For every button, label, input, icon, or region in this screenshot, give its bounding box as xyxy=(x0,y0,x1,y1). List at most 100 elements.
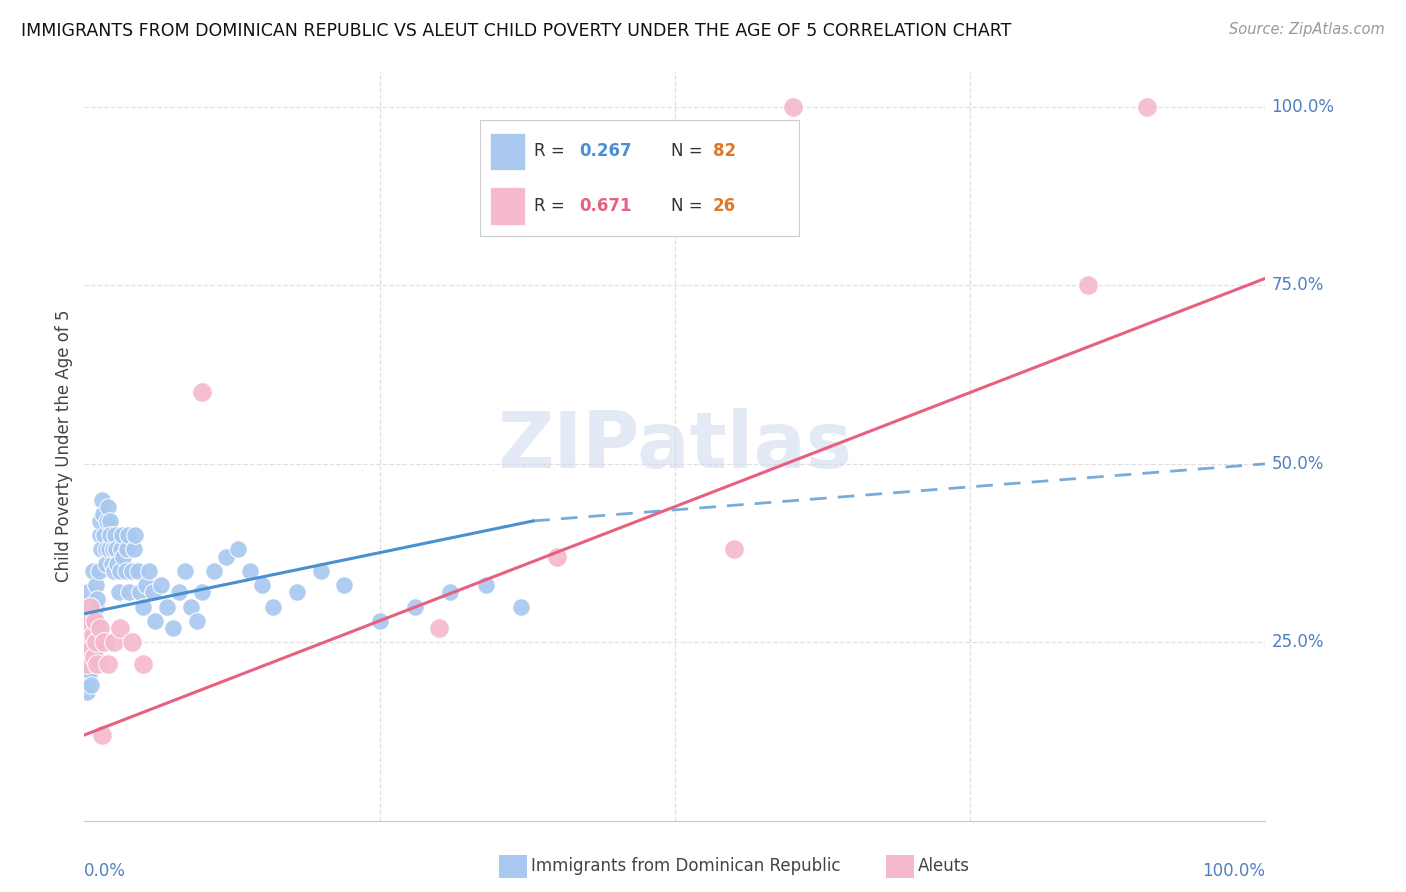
Point xyxy=(89,621,111,635)
Point xyxy=(79,621,101,635)
Point xyxy=(180,599,202,614)
Point xyxy=(91,507,114,521)
Point xyxy=(404,599,426,614)
Text: 100.0%: 100.0% xyxy=(1202,862,1265,880)
Text: 0.0%: 0.0% xyxy=(84,862,127,880)
Point xyxy=(127,564,149,578)
Point xyxy=(80,678,103,692)
Point xyxy=(82,628,104,642)
Point xyxy=(79,599,101,614)
Point xyxy=(124,528,146,542)
Point xyxy=(427,621,450,635)
Point xyxy=(128,585,150,599)
Text: ZIPatlas: ZIPatlas xyxy=(498,408,852,484)
Point xyxy=(98,542,121,557)
Point xyxy=(77,671,100,685)
Point xyxy=(89,514,111,528)
Point xyxy=(98,528,121,542)
Text: 75.0%: 75.0% xyxy=(1271,277,1323,294)
Point xyxy=(510,599,533,614)
Point xyxy=(1136,100,1159,114)
Point xyxy=(77,635,100,649)
Point xyxy=(84,642,107,657)
Point xyxy=(97,500,120,514)
Point xyxy=(86,657,108,671)
Point xyxy=(86,621,108,635)
Point xyxy=(150,578,173,592)
Point xyxy=(83,649,105,664)
Point xyxy=(84,578,107,592)
Point xyxy=(439,585,461,599)
Text: 100.0%: 100.0% xyxy=(1271,98,1334,116)
Point xyxy=(132,599,155,614)
Point xyxy=(82,657,104,671)
Point xyxy=(75,671,97,685)
Point xyxy=(191,385,214,400)
Point xyxy=(98,514,121,528)
Point xyxy=(250,578,273,592)
Point xyxy=(93,528,115,542)
Point xyxy=(84,635,107,649)
Point xyxy=(723,542,745,557)
Text: 50.0%: 50.0% xyxy=(1271,455,1323,473)
Point xyxy=(76,685,98,699)
Point xyxy=(76,657,98,671)
Y-axis label: Child Poverty Under the Age of 5: Child Poverty Under the Age of 5 xyxy=(55,310,73,582)
Point xyxy=(90,542,112,557)
Point xyxy=(121,564,143,578)
Point xyxy=(173,564,195,578)
Point xyxy=(100,557,122,571)
Point xyxy=(135,578,157,592)
Point xyxy=(105,542,128,557)
Point xyxy=(80,642,103,657)
Point xyxy=(108,621,131,635)
Point xyxy=(84,614,107,628)
Point xyxy=(239,564,262,578)
Point xyxy=(77,614,100,628)
Point xyxy=(75,621,97,635)
Point xyxy=(103,564,125,578)
Text: Source: ZipAtlas.com: Source: ZipAtlas.com xyxy=(1229,22,1385,37)
Point xyxy=(91,728,114,742)
Point xyxy=(93,635,115,649)
Point xyxy=(101,542,124,557)
Point xyxy=(96,514,118,528)
Point xyxy=(87,564,110,578)
Text: IMMIGRANTS FROM DOMINICAN REPUBLIC VS ALEUT CHILD POVERTY UNDER THE AGE OF 5 COR: IMMIGRANTS FROM DOMINICAN REPUBLIC VS AL… xyxy=(21,22,1011,40)
Point xyxy=(285,585,308,599)
Point xyxy=(114,564,136,578)
Point xyxy=(76,657,98,671)
Point xyxy=(94,542,117,557)
Point xyxy=(167,585,190,599)
Point xyxy=(110,542,132,557)
Point xyxy=(118,585,141,599)
Point xyxy=(82,564,104,578)
Point xyxy=(107,557,129,571)
Point xyxy=(202,564,225,578)
Point xyxy=(782,100,804,114)
Text: Aleuts: Aleuts xyxy=(918,857,970,875)
Point xyxy=(83,607,105,621)
Point xyxy=(86,592,108,607)
Point xyxy=(115,542,138,557)
Point xyxy=(309,564,332,578)
Point xyxy=(138,564,160,578)
Point xyxy=(91,492,114,507)
Point xyxy=(1077,278,1099,293)
Point xyxy=(121,635,143,649)
Point xyxy=(333,578,356,592)
Point xyxy=(80,599,103,614)
Point xyxy=(368,614,391,628)
Point xyxy=(112,549,135,564)
Point xyxy=(186,614,208,628)
Point xyxy=(104,528,127,542)
Text: 25.0%: 25.0% xyxy=(1271,633,1324,651)
Point xyxy=(191,585,214,599)
Point xyxy=(83,628,105,642)
Point xyxy=(226,542,249,557)
Text: Immigrants from Dominican Republic: Immigrants from Dominican Republic xyxy=(531,857,841,875)
Point xyxy=(84,614,107,628)
Point xyxy=(262,599,284,614)
Point xyxy=(77,585,100,599)
Point xyxy=(143,614,166,628)
